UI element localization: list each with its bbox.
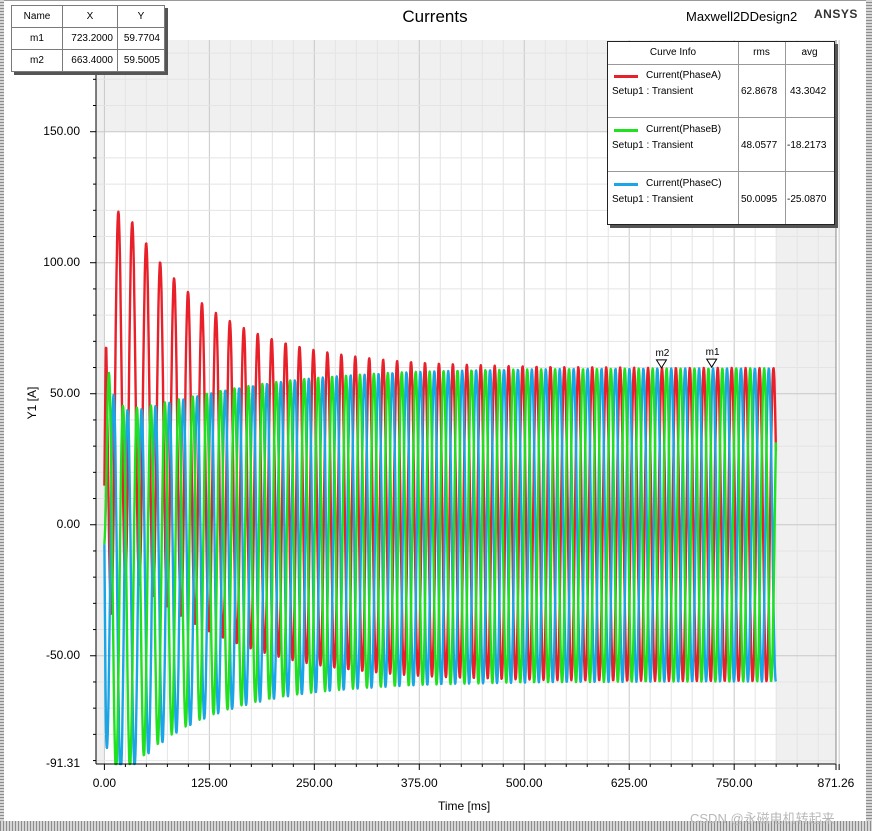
legend-divider xyxy=(785,42,786,224)
right-border xyxy=(866,0,872,831)
bottom-border xyxy=(0,821,872,831)
header-name: Name xyxy=(11,5,63,28)
y-tick-label: 0.00 xyxy=(56,516,80,531)
x-axis-label: Time [ms] xyxy=(438,799,491,813)
x-tick-label: 750.00 xyxy=(715,776,753,790)
legend-avg: -25.0870 xyxy=(787,194,827,205)
header-y: Y xyxy=(117,5,165,28)
brand-logo: ANSYS xyxy=(814,7,858,21)
marker-m2-label: m2 xyxy=(655,348,669,359)
marker-y: 59.5005 xyxy=(117,49,165,72)
marker-name: m2 xyxy=(11,49,63,72)
design-name: Maxwell2DDesign2 xyxy=(686,9,798,24)
legend-swatch-phaseb xyxy=(614,129,638,132)
legend-divider xyxy=(608,117,834,118)
marker-row[interactable]: m1 723.2000 59.7704 xyxy=(11,27,165,50)
marker-row[interactable]: m2 663.4000 59.5005 xyxy=(11,49,165,72)
marker-x: 723.2000 xyxy=(62,27,118,50)
marker-m2-triangle xyxy=(655,359,668,369)
left-border xyxy=(0,0,4,831)
x-tick-label: 375.00 xyxy=(400,776,438,790)
y-tick-label: 100.00 xyxy=(43,254,80,269)
legend-rms: 50.0095 xyxy=(741,194,778,205)
legend-entry-phasec[interactable]: Current(PhaseC) xyxy=(646,178,722,189)
legend-divider xyxy=(608,171,834,172)
marker-y: 59.7704 xyxy=(117,27,165,50)
curve-info-legend[interactable]: Curve Info rms avg Current(PhaseA) Setup… xyxy=(607,41,835,225)
legend-header-avg: avg xyxy=(785,42,834,65)
y-axis-label: Y1 [A] xyxy=(25,386,39,420)
legend-swatch-phasea xyxy=(614,75,638,78)
legend-avg: 43.3042 xyxy=(790,86,827,97)
y-tick-label: -50.00 xyxy=(45,647,80,662)
marker-table-header: Name X Y xyxy=(11,5,165,28)
watermark: CSDN @永磁电机转起来 xyxy=(690,811,835,826)
marker-table[interactable]: Name X Y m1 723.2000 59.7704 m2 663.4000… xyxy=(11,5,165,72)
legend-rms: 48.0577 xyxy=(741,140,778,151)
legend-header-curve: Curve Info xyxy=(608,42,738,65)
x-tick-label: 125.00 xyxy=(191,776,228,790)
legend-avg: -18.2173 xyxy=(787,140,827,151)
legend-divider xyxy=(738,42,739,224)
legend-entry-phasea[interactable]: Current(PhaseA) xyxy=(646,70,722,81)
marker-m1-label: m1 xyxy=(706,347,720,358)
series-line-currentphaseb xyxy=(103,367,778,766)
x-tick-label: 500.00 xyxy=(505,776,543,790)
y-tick-label: 50.00 xyxy=(49,385,80,400)
x-tick-label: 871.26 xyxy=(817,776,855,790)
legend-divider xyxy=(608,64,834,65)
marker-name: m1 xyxy=(11,27,63,50)
y-tick-label: -91.31 xyxy=(45,756,80,770)
legend-setup: Setup1 : Transient xyxy=(612,140,694,151)
legend-swatch-phasec xyxy=(614,183,638,186)
marker-x: 663.4000 xyxy=(62,49,118,72)
x-tick-label: 625.00 xyxy=(610,776,648,790)
legend-setup: Setup1 : Transient xyxy=(612,194,694,205)
chart-title: Currents xyxy=(402,7,468,26)
x-tick-label: 0.00 xyxy=(92,776,117,790)
legend-header-rms: rms xyxy=(738,42,785,65)
header-x: X xyxy=(62,5,118,28)
legend-rms: 62.8678 xyxy=(741,86,778,97)
y-tick-label: 150.00 xyxy=(43,123,80,138)
legend-entry-phaseb[interactable]: Current(PhaseB) xyxy=(646,124,722,135)
legend-setup: Setup1 : Transient xyxy=(612,86,694,97)
x-tick-label: 250.00 xyxy=(295,776,333,790)
marker-m1-triangle xyxy=(705,358,718,369)
